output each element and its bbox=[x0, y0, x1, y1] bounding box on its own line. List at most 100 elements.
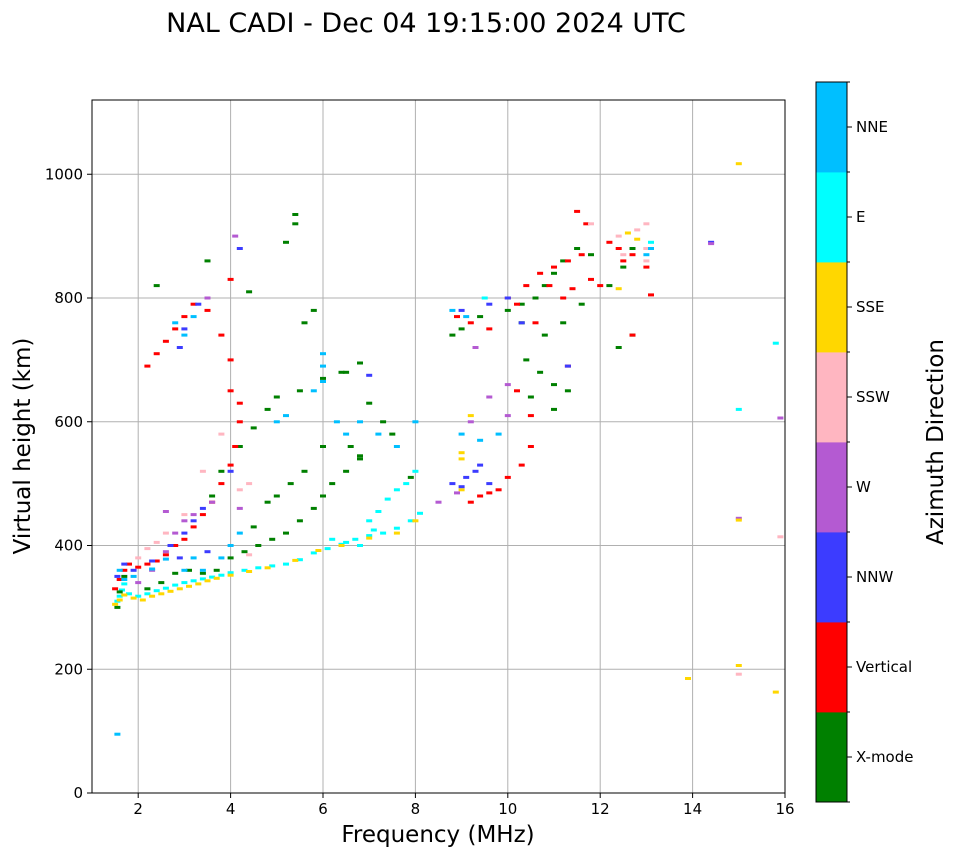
data-point bbox=[190, 525, 197, 529]
data-point bbox=[232, 445, 239, 448]
data-point bbox=[514, 389, 520, 393]
data-point bbox=[366, 401, 373, 405]
y-tick-label: 1000 bbox=[45, 165, 83, 183]
data-point bbox=[204, 550, 211, 554]
data-point bbox=[560, 321, 567, 325]
data-point bbox=[292, 222, 299, 226]
data-point bbox=[190, 556, 197, 560]
data-point bbox=[772, 690, 779, 694]
data-point bbox=[347, 445, 354, 448]
data-point bbox=[467, 500, 474, 504]
data-point bbox=[264, 407, 271, 411]
colorbar-segment bbox=[816, 352, 847, 443]
data-point bbox=[477, 315, 484, 319]
data-point bbox=[199, 513, 206, 517]
colorbar-tick-label: NNW bbox=[856, 568, 893, 586]
data-point bbox=[527, 445, 534, 448]
data-point bbox=[116, 598, 123, 602]
data-point bbox=[209, 575, 216, 579]
data-point bbox=[407, 475, 414, 479]
data-point bbox=[172, 544, 179, 547]
data-point bbox=[162, 531, 169, 535]
data-point bbox=[384, 497, 391, 501]
data-point bbox=[458, 308, 465, 312]
data-point bbox=[380, 420, 387, 424]
data-point bbox=[472, 469, 479, 473]
series-ssw-echoes bbox=[135, 222, 784, 676]
data-point bbox=[218, 432, 225, 436]
data-point bbox=[232, 234, 239, 238]
data-point bbox=[126, 592, 132, 596]
data-point bbox=[135, 556, 142, 560]
data-point bbox=[412, 469, 419, 473]
data-point bbox=[250, 426, 257, 430]
data-point bbox=[121, 593, 128, 597]
data-point bbox=[708, 242, 715, 246]
data-point bbox=[199, 506, 206, 510]
colorbar-tick-label: Vertical bbox=[856, 658, 912, 676]
data-point bbox=[153, 589, 160, 593]
data-point bbox=[139, 598, 146, 602]
data-point bbox=[130, 568, 137, 572]
data-point bbox=[181, 581, 188, 585]
x-axis-label: Frequency (MHz) bbox=[341, 822, 534, 848]
data-point bbox=[578, 302, 585, 306]
colorbar-tick-label: W bbox=[856, 478, 871, 496]
data-point bbox=[380, 531, 387, 535]
data-point bbox=[116, 578, 123, 581]
data-point bbox=[153, 540, 160, 544]
colorbar-tick-label: NNE bbox=[856, 118, 888, 136]
data-point bbox=[527, 414, 534, 418]
data-point bbox=[523, 284, 530, 288]
data-point bbox=[121, 568, 128, 572]
colorbar-tick-label: X-mode bbox=[856, 748, 913, 766]
data-point bbox=[643, 259, 650, 263]
data-point bbox=[213, 576, 220, 580]
data-point bbox=[121, 574, 128, 578]
data-point bbox=[449, 333, 456, 337]
data-point bbox=[227, 556, 234, 560]
data-point bbox=[162, 553, 169, 557]
data-point bbox=[283, 531, 289, 535]
data-point bbox=[357, 457, 363, 461]
data-point bbox=[153, 559, 160, 563]
data-point bbox=[357, 454, 363, 458]
colorbar-segment bbox=[816, 442, 847, 533]
data-point bbox=[634, 237, 641, 241]
data-point bbox=[597, 284, 604, 288]
data-point bbox=[320, 364, 326, 368]
y-axis-ticks: 0 200 400 600 800 1000 bbox=[45, 165, 92, 802]
data-point bbox=[114, 574, 121, 578]
data-point bbox=[264, 566, 271, 570]
data-point bbox=[320, 352, 326, 356]
data-point bbox=[357, 544, 363, 547]
data-point bbox=[560, 296, 567, 300]
data-point bbox=[458, 485, 465, 489]
data-point bbox=[116, 594, 123, 598]
data-point bbox=[449, 482, 456, 486]
data-point bbox=[458, 457, 465, 461]
data-point bbox=[172, 327, 179, 331]
data-point bbox=[551, 407, 557, 411]
data-point bbox=[735, 664, 742, 667]
colorbar-segment bbox=[816, 532, 847, 623]
data-point bbox=[181, 537, 188, 541]
data-point bbox=[227, 544, 234, 547]
data-point bbox=[227, 573, 234, 577]
data-point bbox=[333, 420, 340, 424]
data-point bbox=[458, 327, 465, 331]
data-point bbox=[403, 482, 410, 486]
data-point bbox=[149, 559, 156, 563]
data-point bbox=[606, 240, 613, 244]
data-point bbox=[296, 519, 303, 523]
data-point bbox=[292, 213, 299, 216]
data-point bbox=[181, 519, 188, 523]
data-point bbox=[366, 536, 373, 540]
data-point bbox=[246, 553, 253, 557]
data-point bbox=[172, 531, 179, 535]
data-point bbox=[523, 358, 530, 362]
data-point bbox=[357, 420, 363, 424]
data-point bbox=[486, 482, 493, 486]
data-point bbox=[158, 592, 165, 596]
y-tick-label: 600 bbox=[54, 413, 83, 431]
